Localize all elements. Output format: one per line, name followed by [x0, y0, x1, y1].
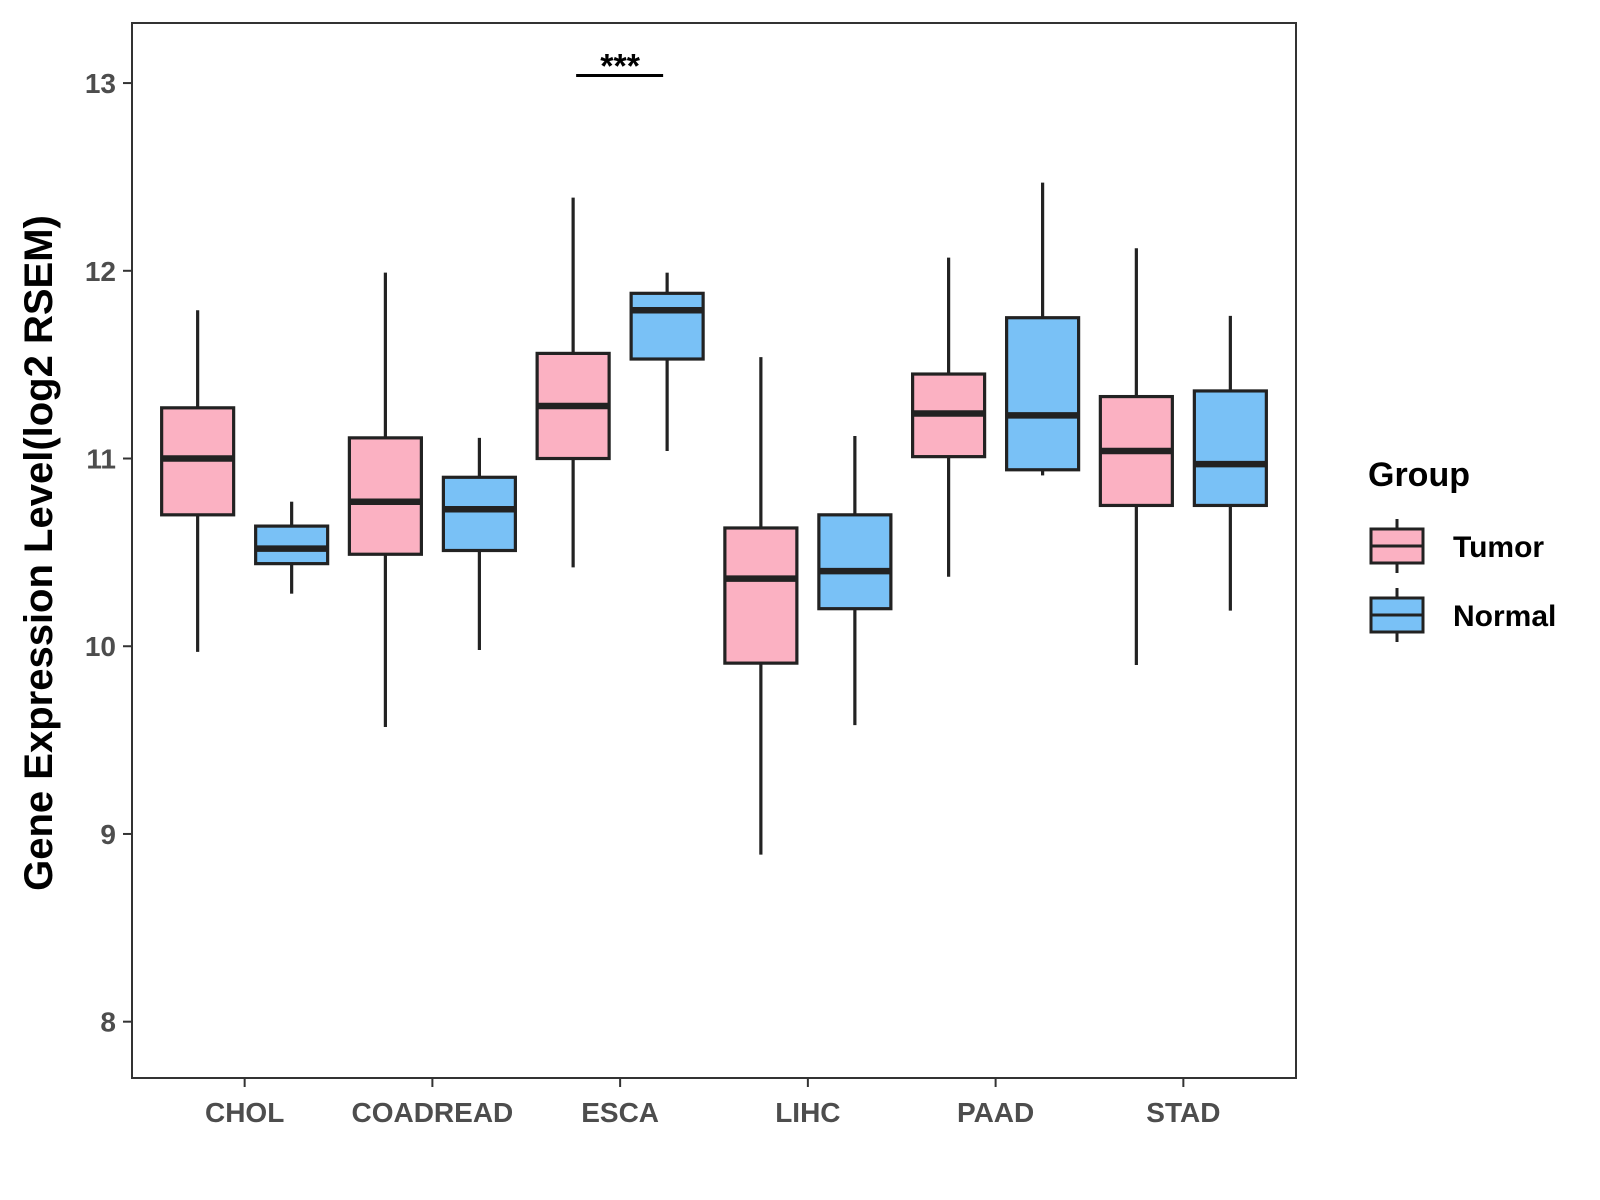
significance-label: *** [600, 48, 640, 86]
box-tumor-esca [535, 197, 611, 568]
box-tumor-coadread [347, 272, 423, 727]
legend-label: Tumor [1453, 531, 1544, 564]
box-normal-chol [254, 501, 330, 594]
box-iqr [1192, 389, 1268, 508]
box-tumor-paad [911, 257, 987, 577]
x-tick-label: ESCA [581, 1097, 659, 1128]
box-tumor-lihc [723, 357, 799, 855]
box-normal-paad [1005, 182, 1081, 476]
box-iqr [629, 291, 705, 361]
y-tick-label: 8 [100, 1007, 116, 1038]
box-normal-stad [1192, 315, 1268, 611]
legend: Group Tumor Normal [1368, 456, 1556, 642]
box-normal-coadread [441, 437, 517, 650]
y-tick-label: 10 [85, 631, 116, 662]
plot-panel-border [131, 22, 1297, 1079]
x-tick-label: STAD [1146, 1097, 1220, 1128]
x-tick-label: PAAD [957, 1097, 1034, 1128]
y-tick-label: 9 [100, 819, 116, 850]
y-tick-label: 12 [85, 256, 116, 287]
legend-label: Normal [1453, 600, 1556, 633]
y-tick-label: 11 [86, 444, 116, 475]
box-normal-lihc [817, 435, 893, 726]
box-tumor-chol [160, 310, 236, 652]
box-normal-esca [629, 272, 705, 452]
legend-title: Group [1368, 456, 1470, 494]
box-iqr [441, 475, 517, 553]
y-tick-label: 13 [85, 68, 116, 99]
box-tumor-stad [1098, 248, 1174, 666]
box-iqr [347, 436, 423, 556]
box-iqr [1005, 316, 1081, 472]
box-iqr [254, 524, 330, 566]
plot-area: 8 9 10 11 12 13 CHOL COADREAD ESCA LIHC PAAD STAD **… [85, 22, 1297, 1128]
x-tick-label: LIHC [775, 1097, 840, 1128]
legend-item-normal: Normal [1369, 588, 1556, 642]
x-tick-label: CHOL [205, 1097, 284, 1128]
x-tick-label: COADREAD [351, 1097, 513, 1128]
legend-item-tumor: Tumor [1369, 519, 1544, 573]
box-iqr [723, 526, 799, 665]
box-iqr [817, 513, 893, 611]
y-axis-title: Gene Expression Level(log2 RSEM) [17, 215, 61, 891]
